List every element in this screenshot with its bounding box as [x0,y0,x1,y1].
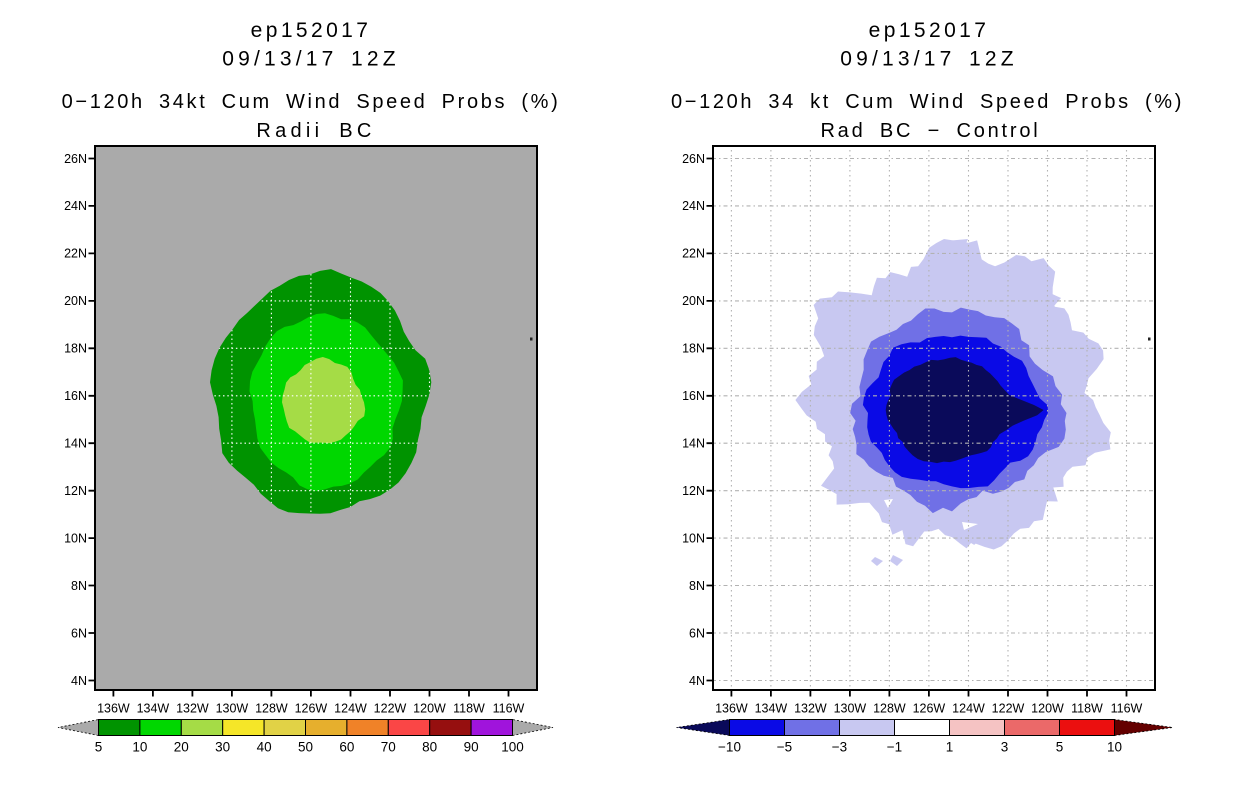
svg-text:24N: 24N [64,199,87,213]
svg-text:12N: 12N [64,484,87,498]
svg-text:09/13/17 12Z: 09/13/17 12Z [840,48,1018,71]
svg-text:18N: 18N [64,342,87,356]
svg-text:90: 90 [464,740,479,755]
svg-text:3: 3 [1001,740,1009,755]
svg-text:124W: 124W [334,702,367,716]
svg-text:132W: 132W [794,702,827,716]
svg-text:118W: 118W [453,702,485,716]
svg-text:6N: 6N [71,626,87,640]
svg-text:Radii BC: Radii BC [256,120,375,142]
svg-text:1: 1 [946,740,954,755]
svg-text:−3: −3 [832,740,847,755]
svg-text:10N: 10N [64,531,87,545]
svg-text:136W: 136W [97,702,130,716]
svg-text:130W: 130W [834,702,867,716]
svg-text:116W: 116W [1111,702,1143,716]
svg-text:0−120h 34kt Cum Wind Speed Pro: 0−120h 34kt Cum Wind Speed Probs (%) [62,91,561,113]
svg-text:20N: 20N [682,294,705,308]
svg-text:14N: 14N [682,437,705,451]
svg-text:22N: 22N [64,247,87,261]
svg-text:40: 40 [257,740,272,755]
svg-text:5: 5 [95,740,103,755]
svg-text:20: 20 [174,740,189,755]
svg-text:−5: −5 [777,740,792,755]
svg-text:120W: 120W [413,702,446,716]
svg-text:12N: 12N [682,484,705,498]
svg-text:10: 10 [132,740,147,755]
svg-text:134W: 134W [755,702,788,716]
svg-text:60: 60 [339,740,354,755]
svg-text:10: 10 [1107,740,1122,755]
svg-text:4N: 4N [689,674,705,688]
svg-text:5: 5 [1056,740,1064,755]
svg-text:−1: −1 [887,740,902,755]
svg-text:09/13/17 12Z: 09/13/17 12Z [222,48,400,71]
svg-text:126W: 126W [295,702,328,716]
svg-text:ep152017: ep152017 [251,19,372,42]
svg-text:−10: −10 [718,740,741,755]
svg-text:118W: 118W [1071,702,1103,716]
svg-text:ep152017: ep152017 [869,19,990,42]
svg-text:6N: 6N [689,626,705,640]
svg-text:122W: 122W [992,702,1025,716]
svg-text:134W: 134W [137,702,170,716]
svg-text:70: 70 [381,740,396,755]
svg-text:8N: 8N [71,579,87,593]
svg-text:80: 80 [422,740,437,755]
svg-text:8N: 8N [689,579,705,593]
svg-text:128W: 128W [873,702,906,716]
svg-text:128W: 128W [255,702,288,716]
svg-text:4N: 4N [71,674,87,688]
svg-text:0−120h 34 kt Cum Wind Speed Pr: 0−120h 34 kt Cum Wind Speed Probs (%) [671,91,1184,113]
svg-text:26N: 26N [64,152,87,166]
svg-text:136W: 136W [715,702,748,716]
svg-text:26N: 26N [682,152,705,166]
svg-text:132W: 132W [176,702,209,716]
svg-text:14N: 14N [64,437,87,451]
svg-text:130W: 130W [216,702,249,716]
svg-text:30: 30 [215,740,230,755]
svg-text:122W: 122W [374,702,407,716]
svg-text:100: 100 [501,740,524,755]
svg-text:120W: 120W [1031,702,1064,716]
svg-text:50: 50 [298,740,313,755]
svg-text:22N: 22N [682,247,705,261]
svg-text:16N: 16N [64,389,87,403]
svg-text:126W: 126W [913,702,946,716]
svg-text:16N: 16N [682,389,705,403]
svg-text:124W: 124W [952,702,985,716]
svg-text:10N: 10N [682,531,705,545]
svg-text:Rad BC − Control: Rad BC − Control [820,120,1040,142]
svg-text:20N: 20N [64,294,87,308]
svg-text:18N: 18N [682,342,705,356]
svg-text:116W: 116W [493,702,525,716]
svg-text:24N: 24N [682,199,705,213]
